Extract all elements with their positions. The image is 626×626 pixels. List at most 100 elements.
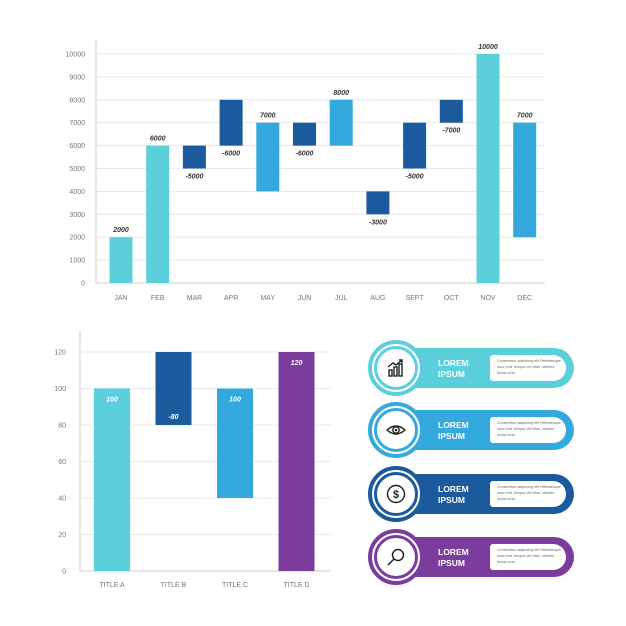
bar [403, 122, 427, 169]
data-label: 120 [291, 360, 303, 367]
info-card-2: LOREM IPSUM Consectetur adipiscing elit … [368, 402, 574, 458]
info-card-icon-circle [368, 340, 424, 396]
info-card-title-line1: LOREM [438, 547, 469, 557]
info-card-text-box: Consectetur adipiscing elit Pellentesque… [490, 544, 566, 570]
x-tick-label: DEC [517, 295, 532, 302]
x-tick-label: FEB [151, 295, 165, 302]
info-card-text-box: Consectetur adipiscing elit Pellentesque… [490, 417, 566, 443]
x-tick-label: SEPT [405, 295, 424, 302]
data-label: 100 [106, 397, 118, 404]
y-tick-label: 10000 [66, 52, 86, 59]
info-card-text-box: Consectetur adipiscing elit Pellentesque… [490, 355, 566, 381]
x-tick-label: AUG [370, 295, 385, 302]
data-label: -5000 [185, 174, 203, 181]
info-card-3: LOREM IPSUM Consectetur adipiscing elit … [368, 466, 574, 522]
x-tick-label: JAN [114, 295, 127, 302]
data-label: -6000 [296, 151, 314, 158]
search-icon [387, 548, 405, 566]
data-label: 7000 [517, 113, 533, 120]
y-tick-label: 4000 [69, 189, 85, 196]
info-card-text: Consectetur adipiscing elit Pellentesque… [497, 485, 561, 501]
data-label: -6000 [222, 151, 240, 158]
svg-text:$: $ [393, 489, 399, 501]
x-tick-label: TITLE C [222, 582, 248, 589]
data-label: 7000 [260, 113, 276, 120]
data-label: 2000 [112, 227, 129, 234]
y-tick-label: 9000 [69, 74, 85, 81]
y-tick-label: 3000 [69, 212, 85, 219]
info-card-4: LOREM IPSUM Consectetur adipiscing elit … [368, 529, 574, 585]
y-tick-label: 7000 [69, 120, 85, 127]
bar [182, 145, 206, 169]
bar [94, 388, 130, 571]
y-tick-label: 6000 [69, 143, 85, 150]
y-tick-label: 40 [58, 496, 66, 503]
data-label: -3000 [369, 219, 387, 226]
info-card-title-line2: IPSUM [438, 431, 465, 441]
bar [109, 237, 133, 283]
info-card-text-box: Consectetur adipiscing elit Pellentesque… [490, 481, 566, 507]
y-tick-label: 0 [81, 281, 85, 288]
bar [146, 145, 170, 283]
y-tick-label: 1000 [69, 258, 85, 265]
x-tick-label: OCT [444, 295, 460, 302]
data-label: -5000 [406, 174, 424, 181]
bar [278, 352, 315, 571]
info-card-text: Consectetur adipiscing elit Pellentesque… [497, 421, 561, 437]
bar [217, 388, 253, 498]
growth-chart-icon [387, 359, 403, 377]
info-card-icon-circle: $ [368, 466, 424, 522]
y-tick-label: 5000 [69, 166, 85, 173]
info-card-title-line2: IPSUM [438, 369, 465, 379]
info-card-title-line2: IPSUM [438, 495, 465, 505]
monthly-waterfall-chart: 0 1000 2000 3000 4000 5000 6000 7000 8000 9000 100… [66, 40, 545, 302]
data-label: -7000 [442, 128, 460, 135]
x-tick-label: JUN [298, 295, 312, 302]
x-tick-label: TITLE D [283, 582, 309, 589]
info-card-title-line2: IPSUM [438, 558, 465, 568]
info-card-title: LOREM IPSUM [438, 547, 488, 569]
y-tick-label: 2000 [69, 235, 85, 242]
y-tick-label: 60 [58, 459, 66, 466]
y-tick-label: 120 [54, 350, 66, 357]
info-card-text: Consectetur adipiscing elit Pellentesque… [497, 359, 561, 375]
data-label: 10000 [478, 44, 498, 51]
y-tick-label: 100 [54, 386, 66, 393]
info-card-title: LOREM IPSUM [438, 358, 488, 380]
eye-icon [385, 425, 407, 435]
info-card-title: LOREM IPSUM [438, 484, 488, 506]
x-tick-label: MAR [187, 295, 203, 302]
info-card-icon-circle [368, 529, 424, 585]
data-label: 100 [229, 397, 241, 404]
y-tick-label: 20 [58, 532, 66, 539]
info-card-title-line1: LOREM [438, 420, 469, 430]
bar [155, 352, 192, 425]
x-tick-label: APR [224, 295, 238, 302]
info-card-title: LOREM IPSUM [438, 420, 488, 442]
bar [513, 122, 537, 238]
info-card-icon-circle [368, 402, 424, 458]
y-tick-label: 80 [58, 423, 66, 430]
data-label: 6000 [150, 136, 166, 143]
bar [476, 54, 500, 283]
bar [256, 122, 280, 192]
info-card-text: Consectetur adipiscing elit Pellentesque… [497, 548, 561, 564]
x-tick-label: TITLE A [99, 582, 125, 589]
bar [293, 122, 316, 146]
bar [219, 99, 243, 146]
data-label: 8000 [333, 90, 349, 97]
info-card-title-line1: LOREM [438, 358, 469, 368]
bar [439, 99, 463, 123]
x-tick-label: NOV [480, 295, 496, 302]
x-tick-label: MAY [260, 295, 275, 302]
info-card-1: LOREM IPSUM Consectetur adipiscing elit … [368, 340, 574, 396]
y-tick-label: 0 [62, 569, 66, 576]
data-label: -80 [168, 414, 178, 421]
bar [366, 191, 390, 215]
bar [329, 99, 353, 146]
y-tick-label: 8000 [69, 97, 85, 104]
info-card-title-line1: LOREM [438, 484, 469, 494]
x-tick-label: TITLE B [161, 582, 187, 589]
dollar-icon: $ [386, 484, 406, 504]
